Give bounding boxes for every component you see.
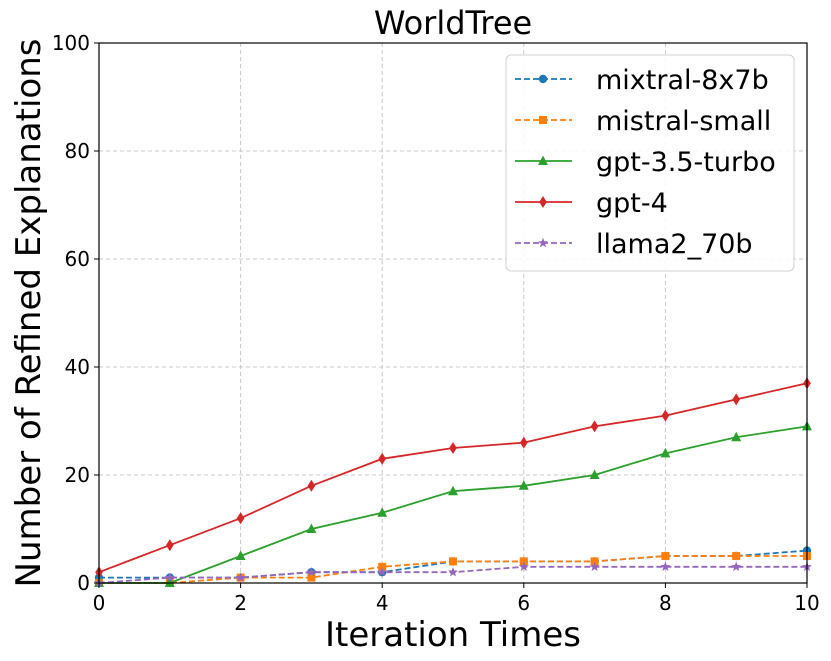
chart-title: WorldTree xyxy=(374,4,532,42)
series-gpt-3-5-turbo xyxy=(94,420,812,587)
series-line xyxy=(98,382,808,574)
data-point xyxy=(589,469,600,479)
x-tick-label: 8 xyxy=(659,591,672,615)
data-point xyxy=(731,431,742,442)
data-point xyxy=(518,480,529,490)
legend-label: mixtral-8x7b xyxy=(596,65,769,96)
legend-item: llama2_70b xyxy=(515,229,753,260)
y-tick-label: 80 xyxy=(65,139,90,163)
series-gpt-4 xyxy=(95,377,811,579)
data-point xyxy=(589,561,600,572)
y-tick-label: 0 xyxy=(77,571,90,595)
legend-marker xyxy=(538,237,548,248)
data-point xyxy=(164,577,175,587)
legend-box xyxy=(505,54,795,272)
data-point xyxy=(306,523,317,533)
series-llama2-70b xyxy=(94,561,812,588)
x-tick-label: 4 xyxy=(376,591,389,615)
data-point xyxy=(378,562,387,571)
series-layer xyxy=(94,377,812,588)
legend-item: gpt-3.5-turbo xyxy=(515,147,776,178)
data-point xyxy=(448,485,458,496)
data-point xyxy=(518,561,529,572)
data-point xyxy=(306,567,317,577)
data-point xyxy=(449,442,457,454)
y-tick-label: 60 xyxy=(65,247,90,271)
data-point xyxy=(378,452,386,465)
data-point xyxy=(519,557,528,566)
x-tick-label: 10 xyxy=(794,591,819,615)
data-point xyxy=(732,552,741,560)
data-point xyxy=(731,561,742,572)
data-point xyxy=(661,552,670,560)
data-point xyxy=(307,573,316,582)
data-point xyxy=(660,447,671,458)
data-point xyxy=(590,557,599,566)
legend-marker xyxy=(538,74,548,84)
legend-item: mistral-small xyxy=(515,106,771,137)
x-tick-label: 2 xyxy=(234,591,247,615)
legend-label: gpt-4 xyxy=(596,188,668,219)
y-tick-label: 100 xyxy=(52,31,90,55)
y-tick-label: 20 xyxy=(65,463,90,487)
plot-frame xyxy=(98,42,808,584)
data-point xyxy=(377,507,388,517)
data-point xyxy=(732,393,740,406)
legend-item: gpt-4 xyxy=(515,188,668,219)
legend-label: mistral-small xyxy=(596,106,771,137)
data-point xyxy=(236,512,245,525)
data-point xyxy=(448,567,458,577)
legend-marker xyxy=(539,196,547,208)
data-point xyxy=(661,409,670,422)
x-tick-label: 6 xyxy=(517,591,530,615)
y-axis-title: Number of Refined Explanations xyxy=(9,39,49,588)
legend-item: mixtral-8x7b xyxy=(515,65,769,96)
x-tick-label: 0 xyxy=(93,591,106,615)
y-tick-label: 40 xyxy=(65,355,90,379)
legend-label: gpt-3.5-turbo xyxy=(596,147,776,178)
data-point xyxy=(660,561,671,572)
data-point xyxy=(235,572,246,582)
legend: mixtral-8x7b mistral-small gpt-3.5-turbo gp… xyxy=(505,54,795,272)
x-axis-title: Iteration Times xyxy=(325,615,581,655)
data-point xyxy=(164,572,175,582)
data-point xyxy=(235,550,246,560)
data-point xyxy=(449,557,457,566)
data-point xyxy=(377,567,388,577)
data-point xyxy=(307,479,316,492)
legend-label: llama2_70b xyxy=(596,229,753,260)
data-point xyxy=(166,539,174,552)
legend-marker xyxy=(539,116,547,124)
legend-marker xyxy=(538,155,548,165)
data-point xyxy=(590,420,599,433)
data-point xyxy=(520,436,528,449)
